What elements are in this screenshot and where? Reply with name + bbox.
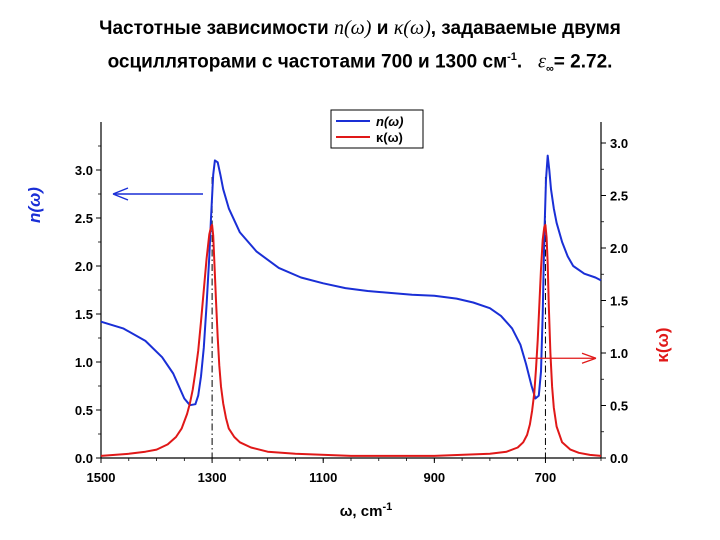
- y-left-tick-label: 1.0: [75, 355, 93, 370]
- title-line-2: осцилляторами с частотами 700 и 1300 см-…: [0, 43, 720, 83]
- series-line-kappa: [100, 223, 602, 457]
- y-left-tick-label: 2.0: [75, 259, 93, 274]
- x-tick-label: 1500: [87, 470, 116, 485]
- title-n-symbol: n(ω): [334, 17, 372, 39]
- x-tick-label: 1300: [198, 470, 227, 485]
- y-left-axis-label: n(ω): [25, 187, 44, 223]
- title-and: и: [371, 18, 394, 39]
- y-right-tick-label: 2.5: [610, 189, 628, 204]
- title-superscript: -1: [507, 51, 517, 63]
- title-text: Частотные зависимости: [99, 18, 334, 39]
- x-tick-label: 1100: [309, 470, 337, 485]
- y-left-tick-label: 2.5: [75, 211, 93, 226]
- y-right-tick-label: 1.5: [610, 294, 628, 309]
- y-right-tick-label: 0.5: [610, 399, 628, 414]
- y-right-tick-label: 0.0: [610, 451, 628, 466]
- x-tick-label: 700: [535, 470, 557, 485]
- series-line-n: [100, 154, 602, 407]
- series-group: [100, 154, 602, 457]
- legend-box: [330, 109, 424, 149]
- title-epsilon-value: = 2.72.: [553, 51, 613, 73]
- tick-labels: 1500 1300 1100 900 700 0.0 0.5 1.0 1.5 2.0 2.5 3.0 0…: [25, 136, 672, 520]
- y-right-tick-label: 2.0: [610, 241, 628, 256]
- y-right-tick-label: 1.0: [610, 346, 628, 361]
- legend: n(ω)κ(ω): [330, 109, 424, 149]
- x-tick-label: 900: [423, 470, 445, 485]
- title-line-1: Частотные зависимости n(ω) и κ(ω), задав…: [0, 14, 720, 43]
- title-text-2: осцилляторами с частотами 700 и 1300 см: [107, 51, 508, 73]
- arrow-head-right: [581, 352, 597, 364]
- vertical-markers: [211, 177, 546, 458]
- x-axis-label: ω, cm-1: [340, 501, 392, 520]
- y-left-tick-label: 0.5: [75, 403, 93, 418]
- title-mid: .: [516, 51, 528, 73]
- legend-label: κ(ω): [376, 130, 403, 145]
- arrow-head-left: [112, 187, 129, 201]
- annotations: [112, 187, 597, 364]
- y-left-tick-label: 0.0: [75, 451, 93, 466]
- title-epsilon-symbol: ε: [538, 50, 546, 73]
- title-kappa-symbol: κ(ω): [393, 17, 431, 39]
- title-epsilon-subscript: ∞: [545, 63, 554, 76]
- y-left-tick-label: 3.0: [75, 163, 93, 178]
- y-right-axis-label: κ(ω): [653, 327, 672, 362]
- title-suffix: , задаваемые двумя: [430, 18, 621, 39]
- legend-label: n(ω): [376, 114, 403, 129]
- y-right-tick-label: 3.0: [610, 136, 628, 151]
- y-left-tick-label: 1.5: [75, 307, 93, 322]
- axes: [96, 122, 606, 463]
- chart-title: Частотные зависимости n(ω) и κ(ω), задав…: [0, 14, 720, 83]
